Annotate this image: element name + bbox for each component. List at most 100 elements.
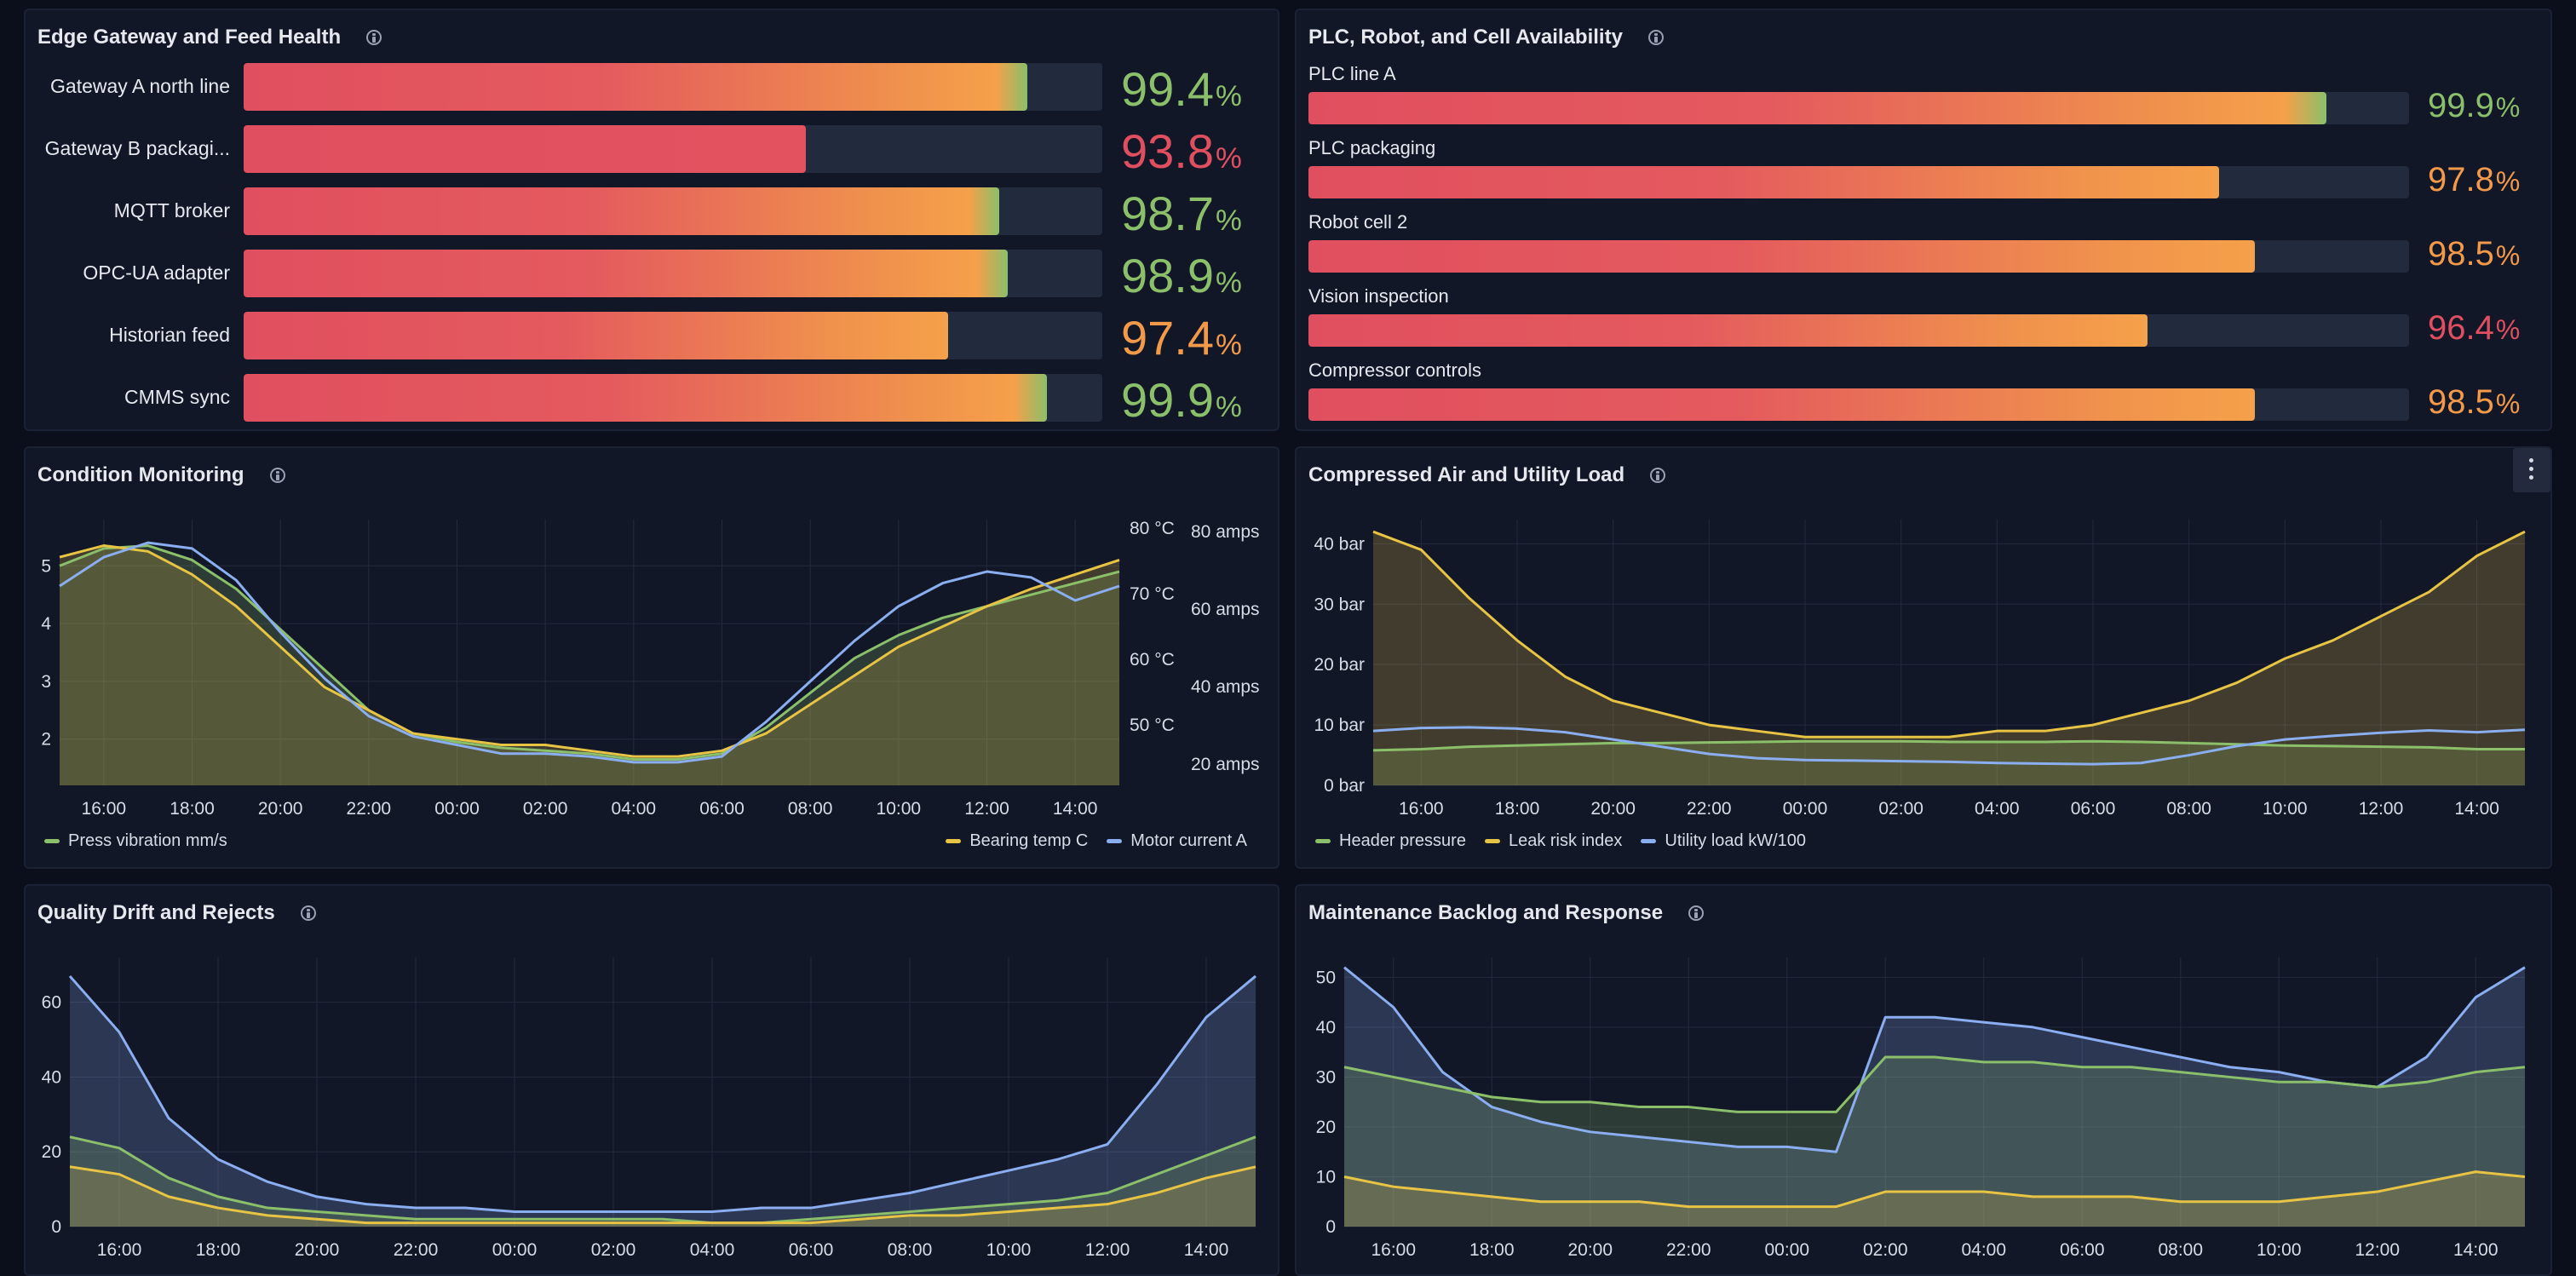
y-tick-label: 40 [42, 1067, 61, 1087]
menu-dot [2529, 475, 2533, 480]
menu-dot [2529, 467, 2533, 471]
gauge-fill [244, 63, 1027, 111]
gauge-label: Robot cell 2 [1308, 211, 1408, 233]
x-tick-label: 00:00 [1783, 799, 1828, 819]
x-tick-label: 00:00 [1764, 1240, 1809, 1260]
x-tick-label: 04:00 [612, 799, 657, 819]
gauge-value: 93.8% [1121, 124, 1242, 179]
gauge-unit: % [1216, 80, 1242, 112]
gauge-value: 99.9% [2428, 87, 2520, 125]
x-tick-label: 02:00 [591, 1240, 636, 1260]
gauge-unit: % [2495, 240, 2521, 271]
x-tick-label: 22:00 [394, 1240, 439, 1260]
quality-drift-panel: Quality Drift and Rejects 16:00 18:00 20:0… [24, 884, 1279, 1276]
x-tick-label: 02:00 [523, 799, 568, 819]
x-tick-label: 12:00 [1085, 1240, 1130, 1260]
gauge-label: Vision inspection [1308, 285, 1449, 307]
x-tick-label: 08:00 [888, 1240, 933, 1260]
gauge-unit: % [2495, 388, 2521, 419]
x-tick-label: 02:00 [1863, 1240, 1908, 1260]
legend-item[interactable]: Leak risk index [1484, 831, 1622, 851]
gauge-label: Compressor controls [1308, 359, 1481, 381]
gauge-unit: % [1216, 267, 1242, 299]
compressed-air-title: Compressed Air and Utility Load [1308, 463, 1666, 487]
gauge-label: Gateway B packagi... [44, 137, 230, 159]
legend-item[interactable]: Bearing temp C [946, 831, 1088, 851]
info-icon[interactable] [366, 30, 382, 45]
x-tick-label: 14:00 [1184, 1240, 1229, 1260]
gauge-number: 99.9 [2428, 87, 2494, 124]
series-line [68, 974, 1256, 1213]
x-tick-label: 14:00 [1053, 799, 1098, 819]
chart-legend: Bearing temp C Motor current A [946, 831, 1266, 851]
series-area [1344, 1057, 2525, 1227]
quality-drift-chart: 16:00 18:00 20:00 22:00 00:00 02:00 04:00 06:00… [42, 957, 1256, 1260]
legend-label: Motor current A [1130, 831, 1247, 850]
x-tick-label: 18:00 [1495, 799, 1540, 819]
maintenance-backlog-panel: Maintenance Backlog and Response 16:00 18… [1295, 884, 2552, 1276]
x-tick-label: 06:00 [2071, 799, 2116, 819]
series-line [59, 544, 1120, 761]
series-line [69, 1135, 1256, 1225]
x-tick-label: 16:00 [82, 799, 127, 819]
y-tick-label: 50 [1316, 968, 1336, 987]
gauge-track [244, 125, 1102, 173]
legend-item[interactable]: Press vibration mm/s [44, 831, 227, 851]
gauge-value: 99.4% [1121, 61, 1242, 117]
y-tick-label: 5 [41, 556, 51, 576]
y-tick-label: 20 bar [1314, 655, 1365, 675]
info-icon[interactable] [300, 905, 316, 921]
gauge-unit: % [1216, 142, 1242, 175]
condition-monitoring-panel: Condition Monitoring 16:00 18:00 20:00 22:0… [24, 446, 1279, 869]
y-tick-label: 80 amps [1191, 522, 1260, 542]
x-tick-label: 22:00 [1666, 1240, 1711, 1260]
series-area [70, 1166, 1256, 1227]
x-tick-label: 12:00 [964, 799, 1009, 819]
y-tick-label: 60 [42, 993, 61, 1013]
legend-label: Bearing temp C [969, 831, 1089, 850]
x-tick-label: 10:00 [877, 799, 922, 819]
grid [1344, 957, 2525, 1227]
series-area [1373, 532, 2525, 785]
gauge-track [244, 312, 1102, 359]
edge-gateway-panel: Edge Gateway and Feed Health Gateway A n… [24, 9, 1279, 431]
gauge-number: 98.7 [1121, 187, 1214, 240]
gauge-unit: % [2495, 92, 2521, 123]
info-icon[interactable] [1647, 30, 1664, 45]
grid [1373, 520, 2525, 786]
gauge-unit: % [2495, 166, 2521, 197]
gauge-value: 97.4% [1121, 310, 1242, 365]
legend-item[interactable]: Utility load kW/100 [1641, 831, 1806, 851]
info-icon[interactable] [1650, 468, 1666, 483]
info-icon[interactable] [269, 468, 285, 483]
gauge-value: 98.5% [2428, 235, 2520, 273]
x-tick-label: 06:00 [2060, 1240, 2105, 1260]
x-tick-label: 06:00 [789, 1240, 834, 1260]
gauge-label: Historian feed [109, 324, 230, 346]
y-tick-label: 2 [41, 730, 51, 750]
gauge-fill [244, 250, 1008, 297]
gauge-value: 97.8% [2428, 161, 2520, 199]
y-tick-label: 40 [1316, 1018, 1336, 1037]
x-tick-label: 04:00 [690, 1240, 735, 1260]
legend-item[interactable]: Header pressure [1315, 831, 1466, 851]
gauge-fill [244, 374, 1047, 422]
panel-menu-button[interactable] [2513, 448, 2550, 492]
legend-label: Header pressure [1339, 831, 1466, 850]
x-tick-label: 18:00 [1469, 1240, 1515, 1260]
gauge-label: MQTT broker [113, 199, 230, 221]
y-tick-label: 80 °C [1130, 519, 1175, 538]
gauge-unit: % [2495, 314, 2521, 345]
x-tick-label: 16:00 [1399, 799, 1444, 819]
x-tick-label: 14:00 [2454, 799, 2499, 819]
legend-item[interactable]: Motor current A [1107, 831, 1247, 851]
x-tick-label: 00:00 [434, 799, 480, 819]
series-line [1343, 1170, 2526, 1209]
series-area [60, 545, 1119, 785]
maintenance-backlog-chart: 16:00 18:00 20:00 22:00 00:00 02:00 04:00 06:00… [1316, 957, 2526, 1260]
info-icon[interactable] [1688, 905, 1705, 921]
series-line [59, 541, 1120, 764]
gauge-unit: % [1216, 204, 1242, 237]
gauge-fill [1308, 388, 2256, 421]
x-tick-label: 18:00 [170, 799, 215, 819]
